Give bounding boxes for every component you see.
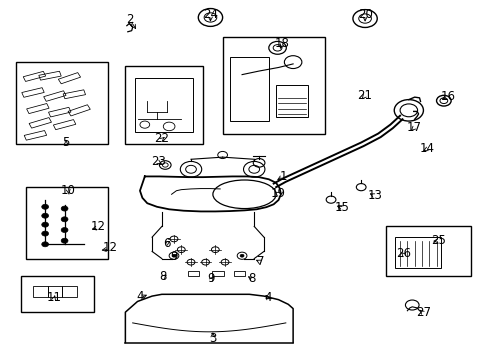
Bar (233, 271, 245, 276)
Bar (23, 71, 45, 81)
Bar (125, 66, 203, 144)
Circle shape (61, 238, 68, 243)
Text: 5: 5 (62, 136, 70, 149)
Bar (16, 62, 108, 144)
Circle shape (41, 213, 48, 218)
Text: 6: 6 (163, 237, 170, 250)
Bar (222, 37, 324, 134)
Text: 12: 12 (91, 220, 106, 233)
Bar (394, 237, 441, 267)
Circle shape (41, 204, 48, 209)
Bar (62, 287, 77, 297)
Bar (26, 187, 108, 258)
Bar (135, 78, 193, 132)
Text: 8: 8 (248, 272, 255, 285)
Text: 14: 14 (419, 143, 434, 156)
Text: 19: 19 (270, 187, 285, 200)
Bar (22, 88, 44, 97)
Bar (29, 118, 51, 128)
Text: 15: 15 (334, 201, 348, 214)
Circle shape (240, 254, 244, 257)
Text: 10: 10 (61, 184, 76, 197)
Text: 17: 17 (406, 121, 420, 134)
Bar (47, 287, 62, 297)
Text: 11: 11 (46, 291, 61, 305)
Text: 9: 9 (207, 272, 215, 285)
Text: 20: 20 (357, 9, 372, 22)
Text: 22: 22 (154, 132, 169, 145)
Text: 26: 26 (396, 247, 410, 260)
Bar (24, 131, 46, 140)
Bar (276, 85, 307, 117)
Bar (33, 287, 47, 297)
Bar (63, 90, 85, 99)
Text: 8: 8 (159, 270, 166, 283)
Text: 1: 1 (279, 170, 286, 183)
Circle shape (61, 217, 68, 222)
Bar (21, 276, 94, 312)
Bar (43, 91, 66, 101)
Bar (39, 71, 61, 80)
Text: 2: 2 (126, 13, 134, 27)
Circle shape (61, 228, 68, 233)
Circle shape (41, 231, 48, 236)
Text: 16: 16 (439, 90, 454, 103)
Text: 23: 23 (151, 154, 165, 167)
Bar (211, 271, 223, 276)
Text: 25: 25 (431, 234, 446, 247)
Circle shape (61, 206, 68, 211)
Circle shape (172, 254, 176, 257)
Bar (53, 120, 76, 130)
Bar (385, 226, 469, 276)
Text: 12: 12 (102, 241, 117, 255)
Text: 7: 7 (256, 255, 264, 267)
Text: 24: 24 (203, 9, 218, 22)
Bar (229, 57, 268, 121)
Text: 18: 18 (274, 37, 289, 50)
Text: 9: 9 (170, 249, 178, 262)
Text: 27: 27 (415, 306, 430, 319)
Text: 4: 4 (137, 290, 144, 303)
Text: 4: 4 (264, 291, 271, 305)
Text: 13: 13 (366, 189, 382, 202)
Text: 21: 21 (356, 89, 371, 102)
Circle shape (41, 242, 48, 247)
Bar (58, 73, 81, 84)
Bar (26, 104, 49, 114)
Bar (48, 107, 71, 117)
Bar (187, 271, 199, 276)
Bar (68, 105, 90, 116)
Circle shape (41, 222, 48, 227)
Text: 3: 3 (209, 333, 216, 346)
